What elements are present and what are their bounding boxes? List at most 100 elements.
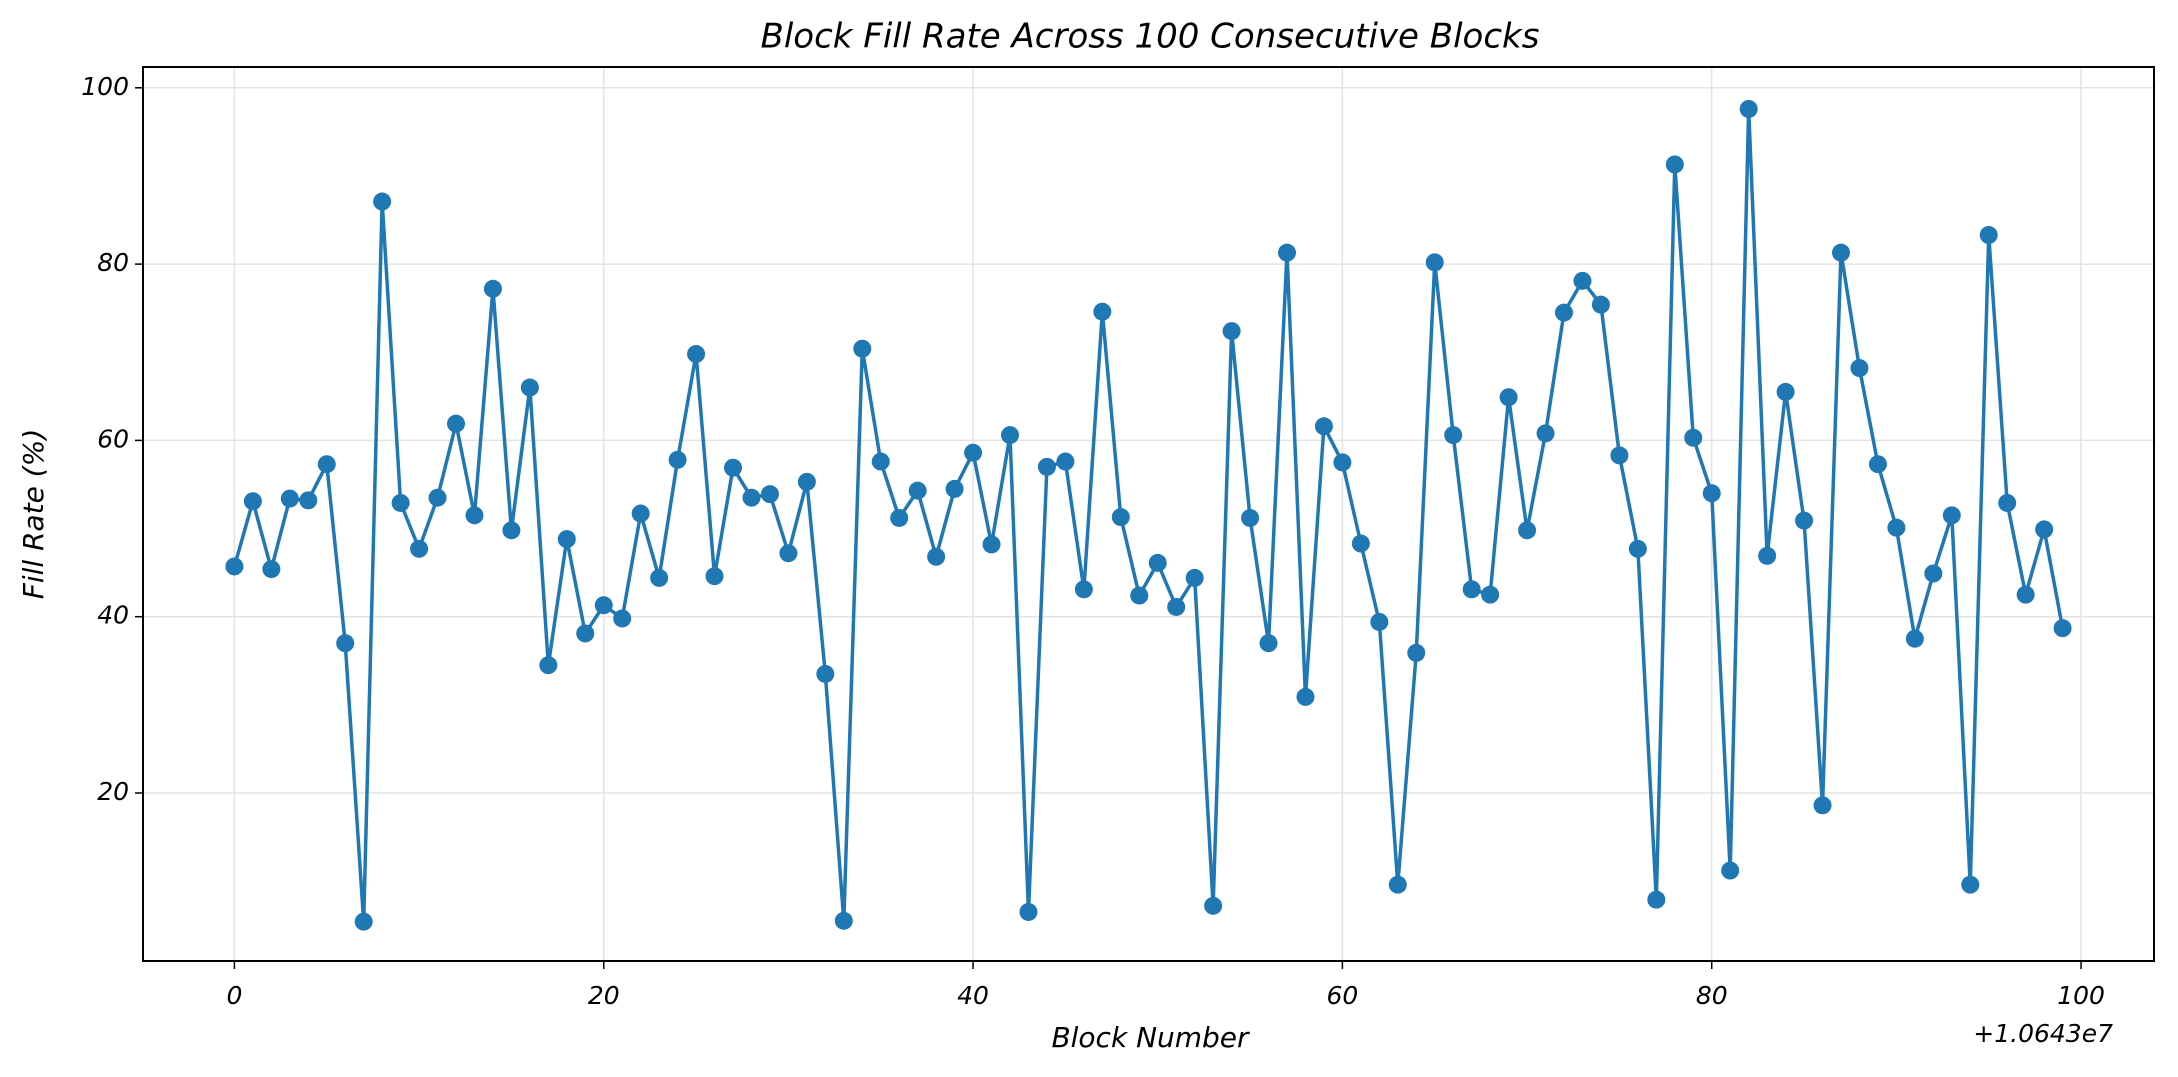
- marker: [982, 535, 1001, 554]
- marker: [1961, 875, 1980, 894]
- marker: [1388, 875, 1407, 894]
- marker: [853, 339, 872, 358]
- marker: [816, 664, 835, 683]
- marker: [1111, 508, 1130, 527]
- marker: [1573, 271, 1592, 290]
- marker: [1499, 388, 1518, 407]
- marker: [225, 557, 244, 576]
- x-tick-label: 60: [1326, 981, 1358, 1010]
- x-tick-label: 40: [957, 981, 989, 1010]
- marker: [1942, 506, 1961, 525]
- marker: [1296, 687, 1315, 706]
- marker: [1628, 539, 1647, 558]
- marker: [1979, 226, 1998, 245]
- marker: [483, 279, 502, 298]
- marker: [502, 521, 521, 540]
- marker: [1370, 612, 1389, 631]
- y-tick-label: 40: [97, 601, 129, 630]
- marker: [1905, 629, 1924, 648]
- marker: [1924, 564, 1943, 583]
- marker: [1407, 643, 1426, 662]
- marker: [890, 508, 909, 527]
- marker: [1351, 534, 1370, 553]
- marker: [1554, 303, 1573, 322]
- marker: [1314, 417, 1333, 436]
- marker: [908, 481, 927, 500]
- marker: [428, 488, 447, 507]
- marker: [1721, 861, 1740, 880]
- marker: [557, 530, 576, 549]
- marker: [576, 624, 595, 643]
- marker: [520, 378, 539, 397]
- marker: [613, 609, 632, 628]
- marker: [1868, 455, 1887, 474]
- chart-title: Block Fill Rate Across 100 Consecutive B…: [761, 17, 1540, 57]
- marker: [1739, 99, 1758, 118]
- marker: [650, 568, 669, 587]
- marker: [410, 539, 429, 558]
- marker: [1591, 295, 1610, 314]
- marker: [760, 485, 779, 504]
- marker: [1610, 446, 1629, 465]
- marker: [1758, 546, 1777, 565]
- marker: [447, 414, 466, 433]
- marker: [687, 345, 706, 364]
- marker: [280, 489, 299, 508]
- y-tick-label: 60: [97, 424, 129, 453]
- marker: [1481, 585, 1500, 604]
- x-tick-label: 80: [1696, 981, 1728, 1010]
- marker: [1130, 586, 1149, 605]
- x-tick-label: 0: [226, 981, 242, 1010]
- marker: [262, 560, 281, 579]
- x-axis-label: Block Number: [1051, 1021, 1250, 1054]
- y-tick-label: 100: [81, 72, 129, 101]
- marker: [336, 634, 355, 653]
- y-axis-label: Fill Rate (%): [17, 429, 50, 600]
- marker: [927, 547, 946, 566]
- marker: [1444, 426, 1463, 445]
- marker: [871, 452, 890, 471]
- marker: [299, 491, 318, 510]
- marker: [1222, 322, 1241, 341]
- marker: [1019, 902, 1038, 921]
- marker: [1776, 382, 1795, 401]
- marker: [1702, 484, 1721, 503]
- marker: [243, 492, 262, 511]
- marker: [1795, 511, 1814, 530]
- marker: [1887, 518, 1906, 537]
- marker: [2016, 585, 2035, 604]
- marker: [668, 450, 687, 469]
- marker: [834, 911, 853, 930]
- marker: [1148, 553, 1167, 572]
- x-offset-label: +1.0643e7: [1973, 1019, 2113, 1048]
- marker: [1056, 452, 1075, 471]
- marker: [1518, 521, 1537, 540]
- marker: [1037, 457, 1056, 476]
- marker: [1185, 568, 1204, 587]
- marker: [1684, 428, 1703, 447]
- marker: [1277, 243, 1296, 262]
- marker: [1850, 359, 1869, 378]
- marker: [1093, 302, 1112, 321]
- marker: [779, 544, 798, 563]
- marker: [964, 443, 983, 462]
- marker: [1259, 634, 1278, 653]
- marker: [1241, 508, 1260, 527]
- marker: [1647, 890, 1666, 909]
- marker: [1425, 253, 1444, 272]
- x-tick-label: 20: [588, 981, 620, 1010]
- marker: [1831, 243, 1850, 262]
- marker: [373, 192, 392, 211]
- marker: [2053, 619, 2072, 638]
- marker: [594, 596, 613, 615]
- marker: [391, 493, 410, 512]
- y-tick-label: 80: [97, 248, 129, 277]
- marker: [631, 504, 650, 523]
- marker: [465, 506, 484, 525]
- marker: [1813, 796, 1832, 815]
- marker: [1074, 580, 1093, 599]
- marker: [354, 912, 373, 931]
- marker: [1665, 155, 1684, 174]
- marker: [797, 472, 816, 491]
